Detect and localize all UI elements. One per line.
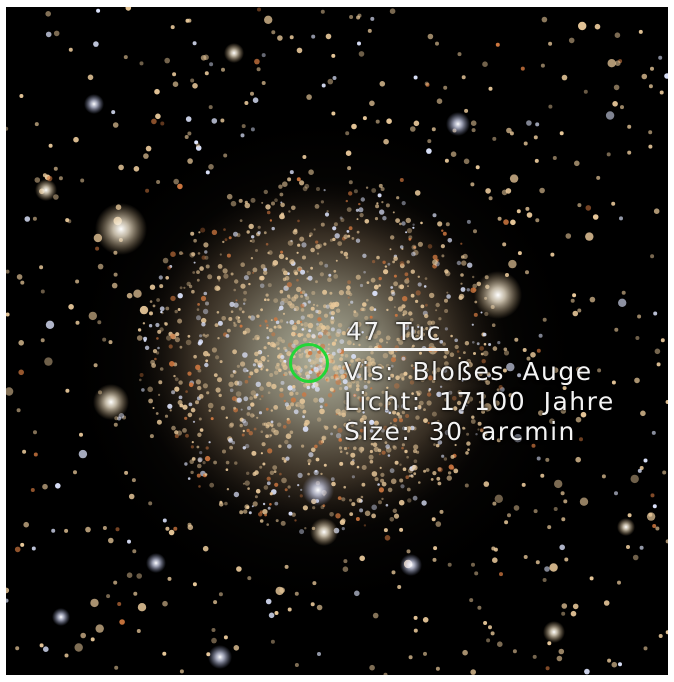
visibility-info: Vis: Bloßes Auge bbox=[344, 357, 593, 386]
object-name[interactable]: 47 Tuc bbox=[344, 317, 448, 351]
distance-info: Licht: 17100 Jahre bbox=[344, 387, 615, 416]
sky-view[interactable]: 47 Tuc Vis: Bloßes Auge Licht: 17100 Jah… bbox=[6, 7, 668, 675]
object-info-label: 47 Tuc Vis: Bloßes Auge Licht: 17100 Jah… bbox=[344, 317, 615, 447]
size-info: Size: 30 arcmin bbox=[344, 417, 576, 446]
target-circle-icon[interactable] bbox=[289, 343, 329, 383]
